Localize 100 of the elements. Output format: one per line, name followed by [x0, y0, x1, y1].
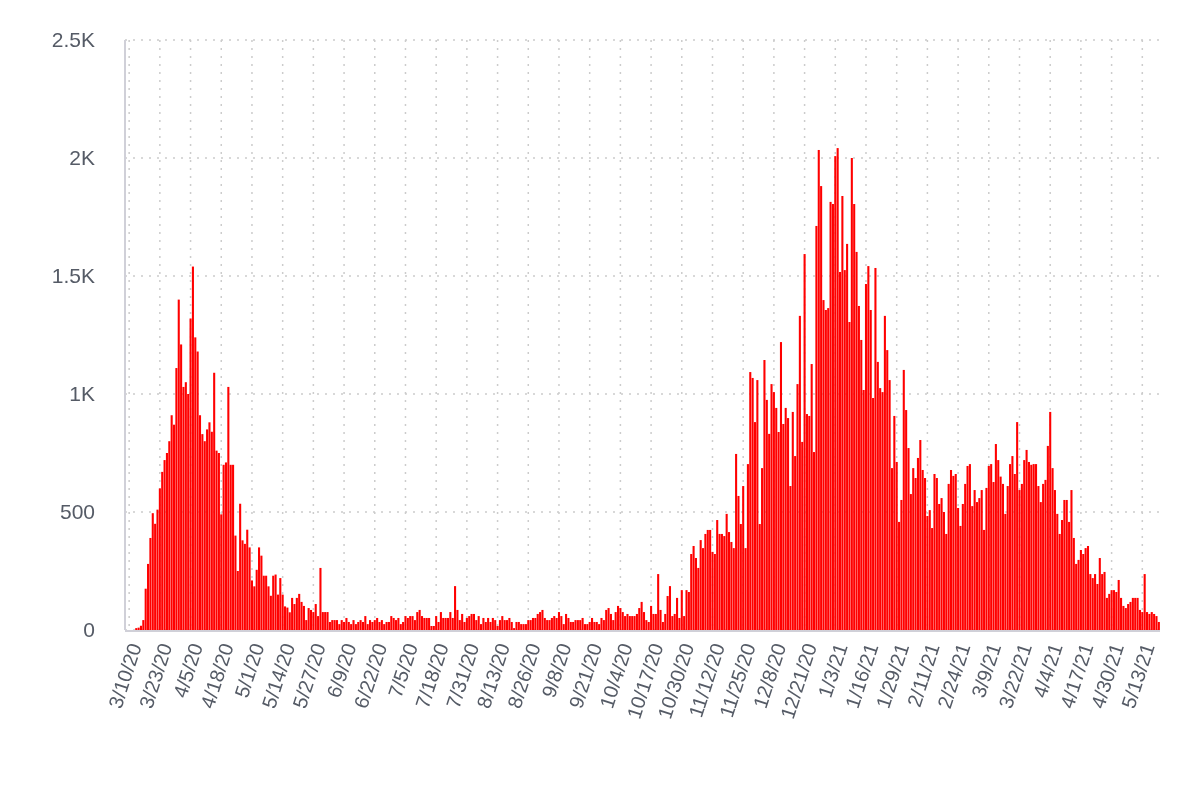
bar [912, 468, 915, 630]
bar [319, 567, 322, 630]
y-tick-label: 1K [69, 382, 95, 406]
bar [279, 578, 282, 630]
bar [779, 342, 783, 630]
bar [1127, 604, 1130, 630]
bar [1091, 578, 1094, 630]
bar [850, 158, 853, 630]
bar [345, 617, 348, 630]
bar [295, 597, 298, 630]
bar [394, 620, 398, 630]
bar [987, 465, 990, 630]
bar [291, 597, 294, 630]
bar [560, 616, 563, 630]
bar [416, 612, 419, 630]
bar [626, 613, 629, 630]
bar [487, 617, 490, 630]
bar [508, 617, 511, 630]
bar [1124, 608, 1127, 630]
bar [709, 529, 712, 630]
bar [600, 617, 603, 630]
bar [484, 621, 487, 630]
bar [919, 440, 922, 630]
bar [893, 415, 896, 630]
bar [482, 617, 485, 630]
bar [213, 372, 216, 630]
bar [151, 513, 154, 630]
bar [1070, 490, 1073, 630]
bar [692, 545, 695, 630]
bar [949, 469, 953, 630]
bar [735, 453, 738, 630]
bar [439, 612, 442, 630]
bar [1086, 545, 1090, 630]
bar [435, 616, 438, 630]
bar [494, 620, 497, 630]
bar [489, 621, 492, 630]
bar [829, 201, 832, 630]
bar [973, 490, 976, 630]
bar [935, 478, 938, 630]
bar [1042, 483, 1045, 630]
bar [928, 510, 931, 630]
y-tick-label: 2.5K [51, 28, 95, 52]
bar [581, 617, 584, 630]
bar [1025, 449, 1028, 630]
bar [461, 613, 464, 630]
bar [1108, 593, 1111, 630]
bar [588, 621, 591, 630]
bar [586, 624, 589, 630]
bar [302, 605, 305, 630]
bar [810, 364, 813, 630]
y-tick-label: 0 [83, 618, 95, 642]
bar [933, 474, 936, 630]
bar [352, 620, 355, 630]
bar [1098, 558, 1101, 630]
bar [503, 620, 506, 630]
bar [232, 464, 235, 630]
bar [170, 415, 173, 630]
bar [498, 620, 501, 630]
bar [1016, 422, 1019, 630]
bar [756, 380, 759, 630]
bar [569, 621, 572, 630]
bar [1049, 411, 1052, 630]
bar [338, 624, 341, 630]
bar [449, 612, 452, 630]
bar [624, 616, 627, 630]
bar [550, 617, 553, 630]
bar [309, 609, 313, 630]
bar [676, 597, 679, 630]
bar [841, 196, 844, 630]
bar [640, 601, 643, 630]
bar [1094, 574, 1097, 630]
y-tick-label: 1.5K [51, 264, 95, 288]
bar [591, 617, 594, 630]
bar [1103, 571, 1106, 630]
y-tick-label: 2K [69, 146, 95, 170]
bar [208, 422, 211, 630]
bar [510, 621, 513, 630]
bar [531, 617, 535, 630]
bar [505, 620, 509, 630]
bar [501, 616, 504, 630]
bar [454, 586, 457, 630]
bar [343, 621, 346, 630]
bar [364, 616, 367, 630]
bar [1143, 574, 1146, 630]
bar [177, 299, 180, 630]
bar [1112, 590, 1116, 630]
bar [477, 616, 480, 630]
bar [1153, 613, 1156, 630]
bar [184, 382, 187, 630]
bar [994, 444, 997, 630]
bar [706, 529, 709, 630]
bar [1079, 550, 1082, 630]
bar [1117, 579, 1120, 630]
bar [557, 612, 561, 630]
bar [258, 547, 261, 630]
bar [1035, 464, 1038, 630]
bar [680, 590, 683, 630]
bar [990, 464, 993, 630]
bar [298, 593, 301, 630]
bar [874, 267, 877, 630]
